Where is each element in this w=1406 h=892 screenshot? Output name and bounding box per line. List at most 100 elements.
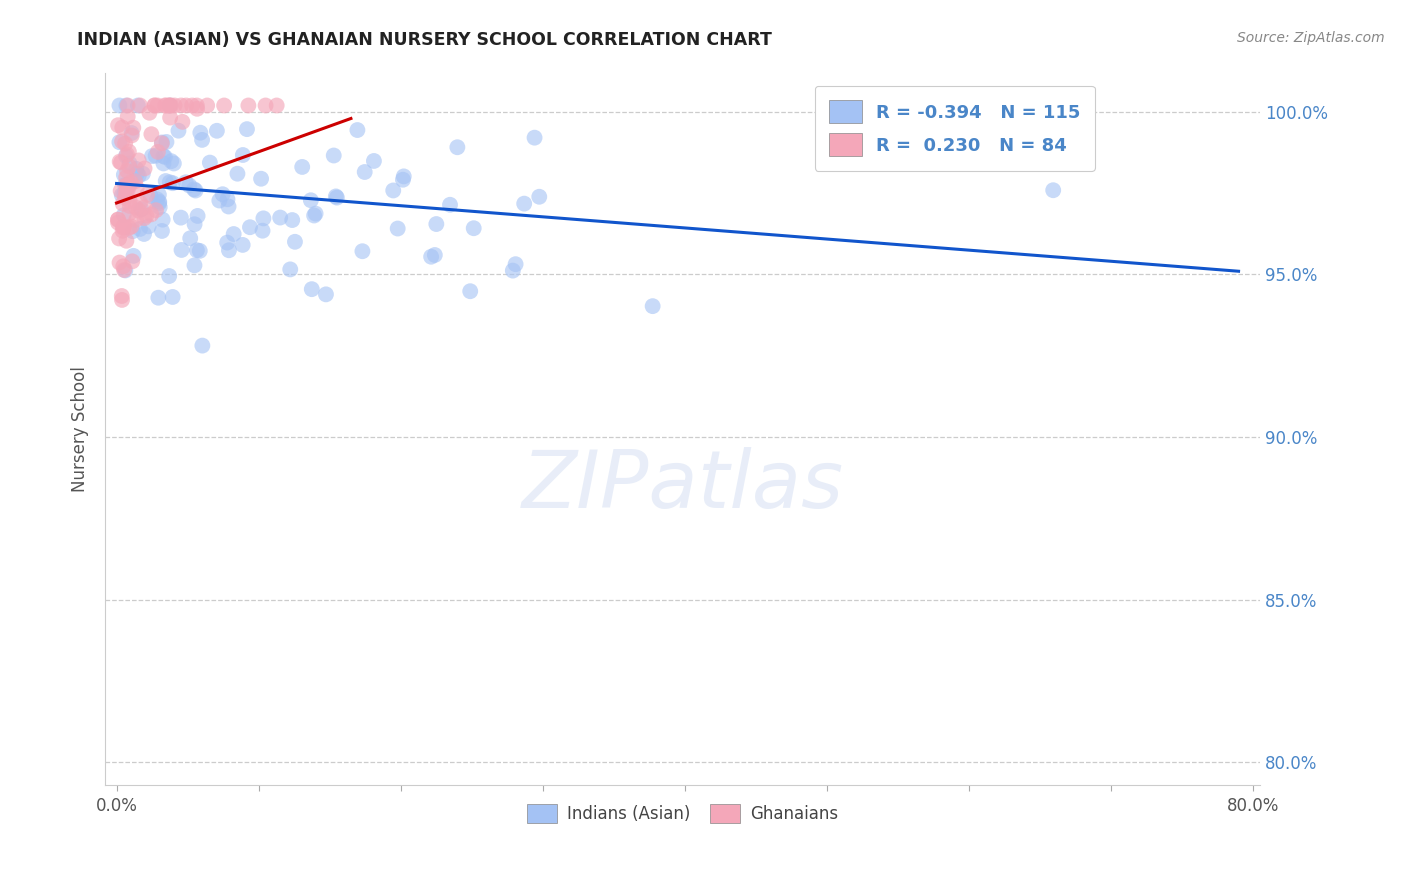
Point — [217, 235, 239, 250]
Point — [127, 167, 149, 181]
Point — [129, 195, 152, 210]
Point — [160, 154, 183, 169]
Point — [108, 135, 131, 149]
Point — [420, 250, 443, 264]
Point — [423, 248, 446, 262]
Point — [111, 289, 134, 303]
Point — [139, 189, 162, 203]
Point — [181, 98, 204, 112]
Point — [146, 145, 169, 159]
Point — [162, 290, 184, 304]
Point — [117, 110, 139, 124]
Point — [159, 98, 181, 112]
Point — [152, 212, 174, 227]
Point — [146, 98, 169, 112]
Point — [111, 135, 134, 149]
Point — [127, 98, 149, 112]
Point — [266, 98, 288, 112]
Point — [118, 194, 141, 208]
Point — [125, 180, 148, 194]
Point — [191, 133, 214, 147]
Point — [363, 153, 385, 168]
Point — [446, 140, 468, 154]
Point — [125, 212, 148, 227]
Point — [115, 147, 138, 161]
Point — [208, 194, 231, 208]
Point — [131, 202, 153, 217]
Point — [129, 98, 152, 112]
Point — [304, 206, 326, 220]
Y-axis label: Nursery School: Nursery School — [72, 366, 89, 491]
Point — [117, 184, 139, 198]
Point — [252, 224, 274, 238]
Point — [254, 98, 277, 112]
Point — [111, 188, 134, 202]
Point — [186, 98, 208, 112]
Point — [108, 98, 131, 112]
Point — [505, 257, 527, 271]
Point — [162, 176, 184, 190]
Point — [114, 178, 136, 192]
Point — [183, 217, 205, 231]
Point — [167, 123, 190, 137]
Point — [325, 189, 347, 203]
Point — [299, 194, 322, 208]
Point — [232, 238, 254, 252]
Point — [122, 249, 145, 263]
Point — [502, 263, 524, 277]
Point — [226, 167, 249, 181]
Point — [157, 98, 180, 112]
Point — [382, 184, 405, 198]
Point — [115, 178, 138, 193]
Point — [118, 178, 141, 193]
Point — [145, 149, 167, 163]
Point — [152, 149, 174, 163]
Point — [121, 219, 143, 234]
Point — [117, 98, 139, 112]
Point — [141, 127, 163, 141]
Point — [183, 182, 205, 196]
Point — [108, 231, 131, 245]
Point — [155, 98, 177, 112]
Point — [108, 154, 131, 169]
Point — [149, 200, 172, 214]
Point — [115, 149, 138, 163]
Point — [179, 231, 201, 245]
Point — [111, 220, 134, 235]
Point — [239, 220, 262, 235]
Point — [118, 199, 141, 213]
Point — [184, 184, 207, 198]
Point — [238, 98, 260, 112]
Point — [112, 260, 135, 274]
Point — [148, 187, 170, 202]
Point — [353, 165, 375, 179]
Point — [112, 263, 135, 277]
Point — [191, 338, 214, 352]
Point — [153, 98, 176, 112]
Point — [155, 135, 177, 149]
Point — [121, 254, 143, 268]
Point — [218, 244, 240, 258]
Point — [129, 222, 152, 236]
Point — [107, 216, 129, 230]
Point — [392, 172, 415, 186]
Point — [326, 191, 349, 205]
Point — [188, 244, 211, 258]
Point — [121, 126, 143, 140]
Point — [302, 209, 325, 223]
Point — [232, 148, 254, 162]
Point — [212, 98, 235, 112]
Point — [138, 219, 160, 234]
Point — [159, 111, 181, 125]
Point — [135, 209, 157, 223]
Point — [425, 217, 447, 231]
Point — [120, 175, 142, 189]
Point — [188, 126, 211, 140]
Point — [205, 124, 228, 138]
Point — [125, 161, 148, 176]
Point — [132, 227, 155, 241]
Point — [134, 211, 156, 225]
Point — [115, 170, 138, 185]
Point — [111, 293, 134, 307]
Point — [278, 262, 301, 277]
